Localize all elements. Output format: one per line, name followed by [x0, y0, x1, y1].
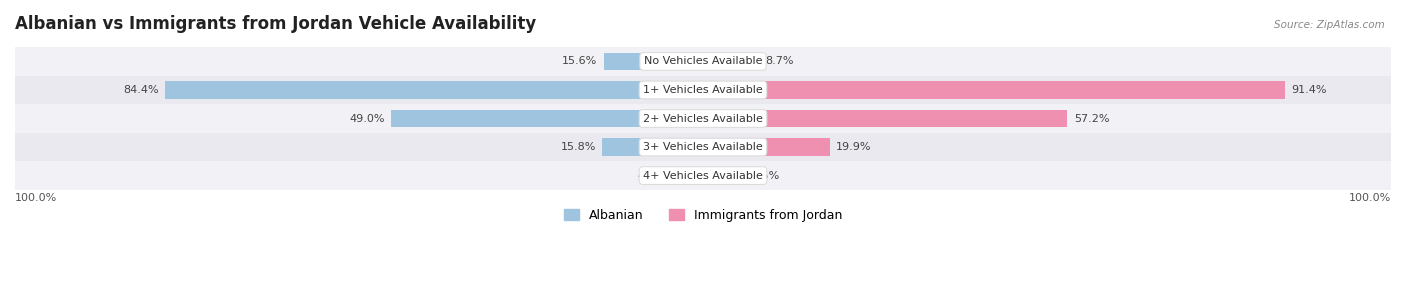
FancyBboxPatch shape: [15, 133, 1391, 161]
Text: Albanian vs Immigrants from Jordan Vehicle Availability: Albanian vs Immigrants from Jordan Vehic…: [15, 15, 536, 33]
Bar: [703, 81, 1285, 99]
FancyBboxPatch shape: [15, 161, 1391, 190]
Text: 2+ Vehicles Available: 2+ Vehicles Available: [643, 114, 763, 124]
Bar: [602, 138, 703, 156]
Text: 4.8%: 4.8%: [637, 170, 666, 180]
Bar: [603, 53, 703, 70]
Text: 6.5%: 6.5%: [751, 170, 779, 180]
Text: 57.2%: 57.2%: [1074, 114, 1109, 124]
Bar: [166, 81, 703, 99]
Bar: [703, 138, 830, 156]
Text: 4+ Vehicles Available: 4+ Vehicles Available: [643, 170, 763, 180]
Bar: [391, 110, 703, 127]
Legend: Albanian, Immigrants from Jordan: Albanian, Immigrants from Jordan: [558, 203, 848, 229]
Bar: [703, 53, 758, 70]
Text: No Vehicles Available: No Vehicles Available: [644, 56, 762, 66]
FancyBboxPatch shape: [15, 104, 1391, 133]
Text: 100.0%: 100.0%: [15, 193, 58, 203]
Text: 8.7%: 8.7%: [765, 56, 793, 66]
Text: 15.6%: 15.6%: [562, 56, 598, 66]
Bar: [672, 167, 703, 184]
Text: 15.8%: 15.8%: [561, 142, 596, 152]
Text: 100.0%: 100.0%: [1348, 193, 1391, 203]
FancyBboxPatch shape: [15, 47, 1391, 76]
Bar: [703, 167, 744, 184]
Text: 91.4%: 91.4%: [1292, 85, 1327, 95]
Text: 49.0%: 49.0%: [349, 114, 384, 124]
Text: 19.9%: 19.9%: [837, 142, 872, 152]
Text: 1+ Vehicles Available: 1+ Vehicles Available: [643, 85, 763, 95]
Text: 84.4%: 84.4%: [124, 85, 159, 95]
Text: 3+ Vehicles Available: 3+ Vehicles Available: [643, 142, 763, 152]
FancyBboxPatch shape: [15, 76, 1391, 104]
Bar: [703, 110, 1067, 127]
Text: Source: ZipAtlas.com: Source: ZipAtlas.com: [1274, 20, 1385, 30]
